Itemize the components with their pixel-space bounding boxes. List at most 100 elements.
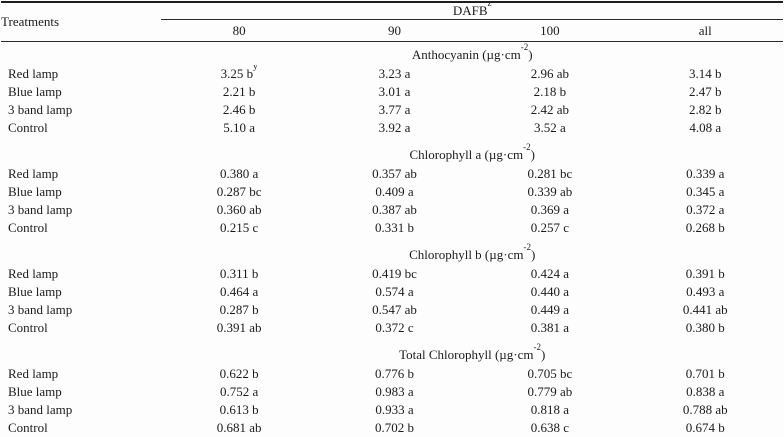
table-header: Treatments DAFBz 80 90 100 all (1, 2, 783, 42)
value-cell: 3.52 a (533, 120, 566, 135)
value-cell: 0.287 bc (216, 184, 262, 199)
section-header-row: Total Chlorophyll (µg·cm-2) (1, 337, 783, 365)
value-cell: 0.387 ab (372, 202, 417, 217)
value-cell: 0.409 a (375, 184, 414, 199)
column-header-all: all (627, 19, 783, 42)
section-header-spacer (1, 237, 161, 265)
value-cell: 0.215 c (219, 220, 259, 235)
section-title: Chlorophyll a (µg·cm-2) (409, 141, 535, 162)
superscript-marker: -2 (523, 241, 531, 252)
value-cell: 0.788 ab (682, 402, 728, 417)
value-cell: 0.287 b (219, 302, 259, 317)
value-cell: 0.464 a (219, 284, 259, 299)
value-cell: 0.357 ab (372, 166, 417, 181)
value-cell: 0.381 a (530, 320, 570, 335)
superscript-marker: y (253, 65, 258, 71)
column-header-90: 90 (316, 19, 473, 42)
table-row: 3 band lamp 0.287 b 0.547 ab 0.449 a 0.441 a… (1, 301, 783, 319)
value-cell: 0.705 bc (527, 366, 573, 381)
value-cell: 3.25 by (161, 65, 316, 83)
dafb-group-header: DAFBz (161, 2, 783, 20)
value-cell: 0.681 ab (216, 420, 262, 435)
value-cell: 0.441 ab (682, 302, 728, 317)
value-cell: 0.372 c (375, 320, 414, 335)
value-cell: 0.391 b (685, 266, 725, 281)
value-cell: 0.345 a (686, 184, 725, 199)
table-row: 3 band lamp 2.46 b 3.77 a 2.42 ab 2.82 b (1, 101, 783, 119)
value-cell: 0.613 b (219, 402, 259, 417)
row-label: Red lamp (8, 66, 59, 81)
value-cell: 0.391 ab (216, 320, 262, 335)
superscript-marker: -2 (523, 141, 531, 152)
value-cell: 2.46 b (222, 102, 256, 117)
row-label: 3 band lamp (8, 202, 73, 217)
value-cell: 0.424 a (530, 266, 570, 281)
value-cell: 0.638 c (530, 420, 570, 435)
value-cell: 2.42 ab (530, 102, 570, 117)
table-body: Anthocyanin (µg·cm-2) Red lamp 3.25 by 3.23… (1, 42, 783, 437)
value-cell: 0.779 ab (527, 384, 573, 399)
row-label: Control (8, 420, 48, 435)
table-row: Control 0.681 ab 0.702 b 0.638 c 0.674 b (1, 419, 783, 437)
value-cell: 0.776 b (374, 366, 414, 381)
table-row: Control 5.10 a 3.92 a 3.52 a 4.08 a (1, 119, 783, 137)
section-header-row: Chlorophyll a (µg·cm-2) (1, 137, 783, 165)
value-cell: 0.547 ab (372, 302, 417, 317)
section-title: Chlorophyll b (µg·cm-2) (409, 241, 536, 262)
value-cell: 0.622 b (219, 366, 259, 381)
value-cell: 0.838 a (686, 384, 725, 399)
superscript-marker: -2 (533, 341, 541, 352)
value-cell: 0.752 a (219, 384, 259, 399)
value-cell: 0.380 a (219, 166, 259, 181)
table-row: Control 0.215 c 0.331 b 0.257 c 0.268 b (1, 219, 783, 237)
table-row: 3 band lamp 0.360 ab 0.387 ab 0.369 a 0.372 … (1, 201, 783, 219)
row-label: Red lamp (8, 166, 59, 181)
row-label: Blue lamp (8, 184, 62, 199)
superscript-marker: z (487, 2, 492, 8)
table-row: Red lamp 0.622 b 0.776 b 0.705 bc 0.701 b (1, 365, 783, 383)
value-cell: 3.92 a (378, 120, 411, 135)
value-cell: 0.372 a (686, 202, 725, 217)
value-cell: 0.983 a (375, 384, 414, 399)
value-cell: 0.339 a (686, 166, 725, 181)
value-cell: 0.360 ab (216, 202, 262, 217)
table-row: Blue lamp 0.287 bc 0.409 a 0.339 ab 0.345 a (1, 183, 783, 201)
value-cell: 3.77 a (378, 102, 411, 117)
value-cell: 0.674 b (685, 420, 725, 435)
section-header-spacer (1, 337, 161, 365)
value-cell: 0.574 a (375, 284, 414, 299)
group-header-row: Treatments DAFBz (1, 2, 783, 42)
column-header-100: 100 (472, 19, 628, 42)
value-cell: 0.331 b (374, 220, 414, 235)
section-header-row: Chlorophyll b (µg·cm-2) (1, 237, 783, 265)
value-cell: 3.14 b (689, 66, 722, 81)
row-label: 3 band lamp (8, 402, 73, 417)
value-cell: 3.23 a (378, 66, 411, 81)
table-row: Blue lamp 0.752 a 0.983 a 0.779 ab 0.838 a (1, 383, 783, 401)
row-label: 3 band lamp (8, 102, 73, 117)
column-header-80: 80 (161, 19, 317, 42)
section-header-spacer (1, 42, 161, 66)
value-cell: 0.493 a (686, 284, 725, 299)
value-cell: 0.339 ab (527, 184, 573, 199)
row-label: Control (8, 120, 48, 135)
value-cell: 0.380 b (685, 320, 725, 335)
value-cell: 0.257 c (530, 220, 570, 235)
value-cell: 2.18 b (533, 84, 567, 99)
value-cell: 0.933 a (375, 402, 414, 417)
superscript-marker: -2 (520, 41, 529, 52)
value-cell: 0.702 b (374, 420, 414, 435)
table-row: Red lamp 3.25 by 3.23 a 2.96 ab 3.14 b (1, 65, 783, 83)
table-row: Control 0.391 ab 0.372 c 0.381 a 0.380 b (1, 319, 783, 337)
table-row: Red lamp 0.311 b 0.419 bc 0.424 a 0.391 b (1, 265, 783, 283)
row-label: Control (8, 220, 48, 235)
value-cell: 0.311 b (219, 266, 259, 281)
value-cell: 0.419 bc (372, 266, 417, 281)
value-cell: 0.701 b (685, 366, 725, 381)
value-cell: 0.818 a (530, 402, 570, 417)
table-row: Blue lamp 2.21 b 3.01 a 2.18 b 2.47 b (1, 83, 783, 101)
value-cell: 3.01 a (378, 84, 411, 99)
row-label: Red lamp (8, 366, 59, 381)
section-title: Total Chlorophyll (µg·cm-2) (399, 341, 546, 362)
